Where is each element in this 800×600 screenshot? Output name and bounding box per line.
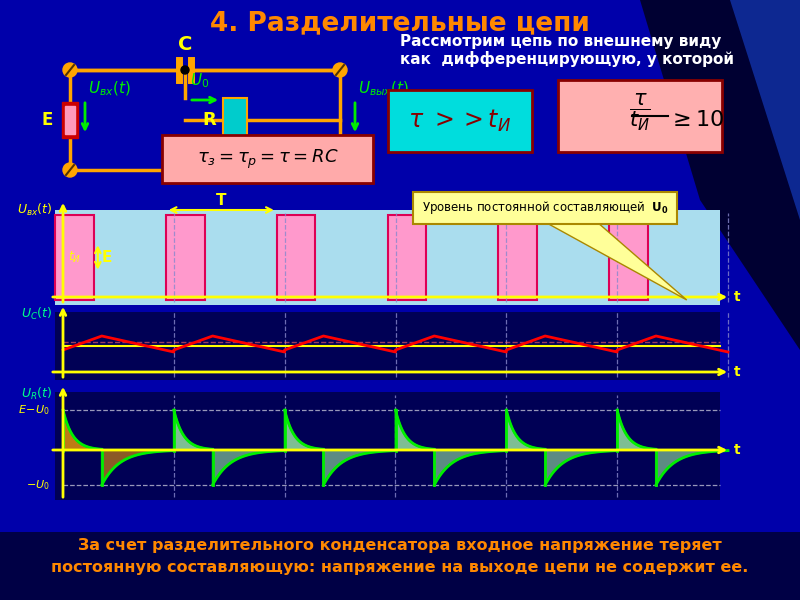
Bar: [55, 210, 720, 305]
Text: $U_0$: $U_0$: [190, 71, 210, 90]
Polygon shape: [730, 0, 800, 220]
FancyBboxPatch shape: [413, 192, 677, 224]
Text: C: C: [178, 35, 192, 54]
Polygon shape: [285, 410, 323, 450]
Polygon shape: [545, 450, 617, 485]
FancyBboxPatch shape: [162, 135, 373, 183]
Bar: [223, 98, 247, 142]
Circle shape: [181, 66, 189, 74]
Text: постоянную составляющую: напряжение на выходе цепи не содержит ее.: постоянную составляющую: напряжение на в…: [51, 560, 749, 575]
Polygon shape: [323, 450, 395, 485]
Bar: [55, 312, 720, 380]
Text: E: E: [102, 250, 112, 265]
Circle shape: [63, 163, 77, 177]
Text: как  дифференцирующую, у которой: как дифференцирующую, у которой: [400, 51, 734, 67]
Text: За счет разделительного конденсатора входное напряжение теряет: За счет разделительного конденсатора вхо…: [78, 538, 722, 553]
Text: T: T: [216, 193, 226, 208]
Polygon shape: [434, 450, 506, 485]
Text: $\tau\ >>t_И$: $\tau\ >>t_И$: [409, 108, 511, 134]
Text: t: t: [734, 290, 741, 304]
Bar: [0, 532, 800, 600]
Polygon shape: [656, 450, 728, 485]
Text: $-U_0$: $-U_0$: [26, 478, 50, 492]
Text: R: R: [202, 111, 216, 129]
Text: Уровень постоянной составляющей  $\mathbf{U_0}$: Уровень постоянной составляющей $\mathbf…: [422, 199, 668, 217]
Text: Рассмотрим цепь по внешнему виду: Рассмотрим цепь по внешнему виду: [400, 34, 722, 49]
Text: $U_{вх}(t)$: $U_{вх}(t)$: [88, 80, 130, 98]
Polygon shape: [174, 410, 213, 450]
Text: 4. Разделительные цепи: 4. Разделительные цепи: [210, 10, 590, 36]
Polygon shape: [617, 410, 656, 450]
Bar: [609, 215, 648, 300]
Text: $\dfrac{\tau}{t_И}$: $\dfrac{\tau}{t_И}$: [629, 91, 651, 133]
Circle shape: [333, 63, 347, 77]
Bar: [166, 215, 205, 300]
Text: t: t: [734, 365, 741, 379]
FancyBboxPatch shape: [388, 90, 532, 152]
FancyBboxPatch shape: [558, 80, 722, 152]
Polygon shape: [63, 410, 102, 450]
Text: $U_C(t)$: $U_C(t)$: [21, 306, 52, 322]
Polygon shape: [213, 450, 285, 485]
Bar: [62, 102, 78, 138]
Bar: [277, 215, 315, 300]
Bar: [55, 392, 720, 500]
Polygon shape: [545, 222, 686, 300]
Circle shape: [333, 163, 347, 177]
Bar: [55, 215, 94, 300]
Circle shape: [63, 63, 77, 77]
Text: $U_{вх}(t)$: $U_{вх}(t)$: [17, 202, 52, 218]
Text: $\tau_з = \tau_р = \tau = RC$: $\tau_з = \tau_р = \tau = RC$: [197, 148, 338, 170]
Circle shape: [181, 166, 189, 174]
Polygon shape: [506, 410, 545, 450]
Polygon shape: [395, 410, 434, 450]
Bar: [498, 215, 537, 300]
Text: $t_И$: $t_И$: [68, 250, 81, 265]
Text: $U_R(t)$: $U_R(t)$: [21, 386, 52, 402]
Polygon shape: [102, 450, 174, 485]
Polygon shape: [640, 0, 800, 350]
Text: $\geq 10$: $\geq 10$: [668, 110, 724, 130]
Text: $E\!-\!U_0$: $E\!-\!U_0$: [18, 403, 50, 417]
Text: $U_{вых}(t)$: $U_{вых}(t)$: [358, 80, 409, 98]
Bar: [65, 106, 75, 134]
Text: t: t: [734, 443, 741, 457]
Text: E: E: [42, 111, 53, 129]
Bar: [387, 215, 426, 300]
